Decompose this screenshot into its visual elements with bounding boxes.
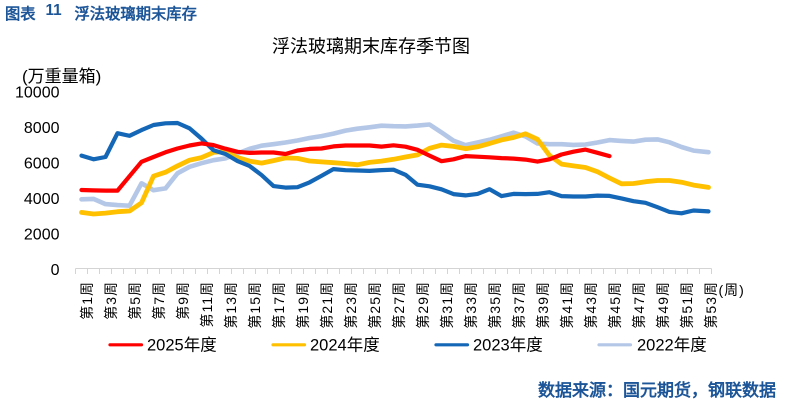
- svg-text:10000: 10000: [15, 85, 60, 102]
- svg-text:第43周: 第43周: [583, 281, 599, 329]
- svg-text:浮法玻璃期末库存季节图: 浮法玻璃期末库存季节图: [272, 37, 470, 57]
- svg-text:第27周: 第27周: [391, 281, 407, 329]
- svg-text:第7周: 第7周: [151, 281, 167, 320]
- svg-text:第5周: 第5周: [127, 281, 143, 320]
- svg-text:第11周: 第11周: [199, 281, 215, 328]
- svg-text:第21周: 第21周: [319, 281, 335, 329]
- svg-text:第17周: 第17周: [271, 281, 287, 329]
- svg-text:第47周: 第47周: [631, 281, 647, 329]
- svg-text:第49周: 第49周: [655, 281, 671, 329]
- svg-text:第1周: 第1周: [79, 281, 95, 320]
- svg-text:2023年度: 2023年度: [473, 336, 543, 355]
- svg-text:2000: 2000: [24, 227, 60, 244]
- svg-text:第15周: 第15周: [247, 281, 263, 329]
- svg-text:(万重量箱): (万重量箱): [22, 67, 101, 86]
- svg-text:第45周: 第45周: [607, 281, 623, 329]
- svg-text:第53周: 第53周: [703, 281, 719, 329]
- svg-text:第41周: 第41周: [559, 281, 575, 329]
- svg-text:2025年度: 2025年度: [147, 336, 217, 355]
- svg-text:第51周: 第51周: [679, 281, 695, 329]
- svg-text:4000: 4000: [24, 191, 60, 208]
- svg-text:第19周: 第19周: [295, 281, 311, 329]
- svg-text:第29周: 第29周: [415, 281, 431, 329]
- svg-text:2024年度: 2024年度: [310, 336, 380, 355]
- svg-text:第37周: 第37周: [511, 281, 527, 329]
- svg-text:8000: 8000: [24, 120, 60, 137]
- svg-text:6000: 6000: [24, 156, 60, 173]
- svg-text:第13周: 第13周: [223, 281, 239, 329]
- svg-text:2022年度: 2022年度: [637, 336, 707, 355]
- svg-text:(周): (周): [719, 282, 745, 298]
- svg-text:第25周: 第25周: [367, 281, 383, 329]
- svg-text:第39周: 第39周: [535, 281, 551, 329]
- svg-text:第9周: 第9周: [175, 281, 191, 320]
- svg-text:第3周: 第3周: [103, 281, 119, 320]
- svg-text:第23周: 第23周: [343, 281, 359, 329]
- svg-text:第35周: 第35周: [487, 281, 503, 329]
- svg-text:第33周: 第33周: [463, 281, 479, 329]
- svg-text:0: 0: [51, 262, 60, 279]
- svg-text:第31周: 第31周: [439, 281, 455, 329]
